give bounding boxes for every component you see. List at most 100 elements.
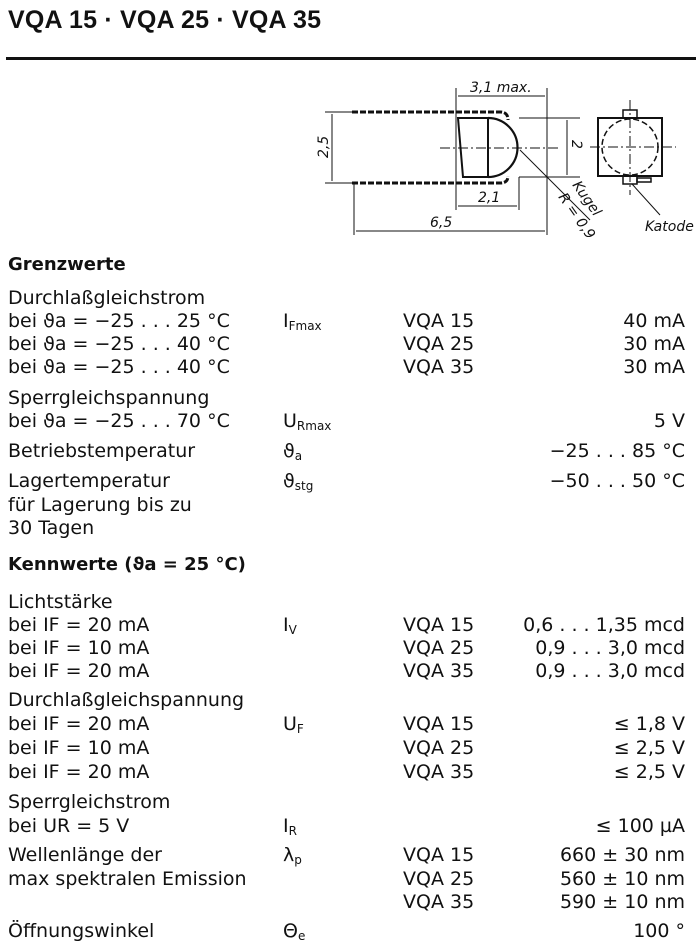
param-label: bei ϑa = −25 . . . 70 °C — [8, 410, 230, 432]
param-symbol-subscript: R — [288, 824, 297, 838]
spec-row: bei IF = 20 mA VQA 35 0,9 . . . 3,0 mcd — [0, 659, 700, 683]
param-value: 100 ° — [633, 920, 685, 942]
param-value: ≤ 100 µA — [595, 815, 685, 837]
spec-row: Sperrgleichspannung — [0, 386, 700, 410]
param-symbol-subscript: F — [296, 722, 304, 736]
param-value: −25 . . . 85 °C — [549, 440, 685, 462]
spec-row: bei ϑa = −25 . . . 40 °C VQA 25 30 mA — [0, 332, 700, 356]
dim-total: 6,5 — [430, 215, 452, 231]
spec-row: Durchlaßgleichstrom — [0, 286, 700, 310]
section-heading: Grenzwerte — [8, 254, 126, 275]
param-symbol-group: IFmax — [283, 309, 322, 338]
param-value: 660 ± 30 nm — [559, 844, 685, 866]
spec-row: Lichtstärke — [0, 590, 700, 614]
param-symbol-subscript: p — [294, 853, 302, 867]
param-symbol-subscript: e — [297, 929, 306, 943]
param-symbol: λ — [283, 844, 295, 866]
param-value: ≤ 1,8 V — [613, 713, 685, 735]
param-symbol: U — [283, 713, 297, 735]
device-type: VQA 25 — [403, 637, 475, 659]
param-label: Durchlaßgleichspannung — [8, 689, 245, 711]
param-symbol: I — [283, 614, 289, 636]
param-label: Durchlaßgleichstrom — [8, 287, 206, 309]
param-value: 5 V — [653, 410, 685, 432]
param-symbol-subscript: stg — [294, 479, 314, 493]
label-cathode: Katode — [645, 219, 694, 235]
param-label: Wellenlänge der — [8, 844, 162, 866]
spec-row: bei IF = 10 mA VQA 25 ≤ 2,5 V — [0, 736, 700, 760]
spec-row: für Lagerung bis zu — [0, 493, 700, 517]
param-label: Sperrgleichspannung — [8, 387, 210, 409]
param-label: Lagertemperatur — [8, 470, 170, 492]
title-rule — [6, 57, 696, 60]
param-value: −50 . . . 50 °C — [549, 470, 685, 492]
device-type: VQA 35 — [403, 356, 475, 378]
spec-row: bei IF = 20 mA VQA 35 ≤ 2,5 V — [0, 760, 700, 784]
param-label: bei ϑa = −25 . . . 25 °C — [8, 310, 230, 332]
spec-row: Wellenlänge der λp VQA 15 660 ± 30 nm — [0, 843, 700, 867]
param-symbol-group: λp — [283, 843, 302, 872]
param-label: bei ϑa = −25 . . . 40 °C — [8, 333, 230, 355]
param-symbol-subscript: Fmax — [288, 319, 322, 333]
spec-row: 30 Tagen — [0, 516, 700, 540]
spec-row: max spektralen Emission VQA 25 560 ± 10 nm — [0, 867, 700, 891]
param-symbol-group: IR — [283, 814, 297, 843]
device-type: VQA 25 — [403, 333, 475, 355]
param-value: 40 mA — [623, 310, 685, 332]
param-symbol-subscript: a — [294, 449, 303, 463]
dim-length-max: 3,1 max. — [470, 80, 532, 96]
device-type: VQA 35 — [403, 660, 475, 682]
param-label: bei IF = 10 mA — [8, 637, 150, 659]
param-value: 30 mA — [623, 333, 685, 355]
device-type: VQA 15 — [403, 310, 475, 332]
param-symbol: I — [283, 310, 289, 332]
param-label: bei UR = 5 V — [8, 815, 130, 837]
spec-row: bei ϑa = −25 . . . 25 °C IFmax VQA 15 40 mA — [0, 309, 700, 333]
param-label: Sperrgleichstrom — [8, 791, 171, 813]
section-heading: Kennwerte (ϑa = 25 °C) — [8, 554, 246, 575]
dim-height: 2,5 — [316, 136, 332, 158]
param-label: Betriebstemperatur — [8, 440, 196, 462]
package-drawing: 3,1 max. 2,5 2 2,1 6,5 Kugel R = 0,9 Kat… — [316, 80, 694, 242]
param-label: bei IF = 10 mA — [8, 737, 150, 759]
dim-lens: 2,1 — [478, 190, 500, 206]
param-symbol-group: IV — [283, 613, 297, 642]
spec-row: VQA 35 590 ± 10 nm — [0, 890, 700, 914]
param-symbol: U — [283, 410, 297, 432]
device-type: VQA 25 — [403, 868, 475, 890]
param-label: max spektralen Emission — [8, 868, 247, 890]
param-symbol: ϑ — [283, 470, 295, 492]
param-label: 30 Tagen — [8, 517, 95, 539]
param-label: bei IF = 20 mA — [8, 761, 150, 783]
param-symbol-group: ϑa — [283, 439, 302, 468]
spec-row: bei UR = 5 V IR ≤ 100 µA — [0, 814, 700, 838]
spec-row: Lagertemperatur ϑstg −50 . . . 50 °C — [0, 469, 700, 493]
param-symbol-subscript: Rmax — [296, 419, 332, 433]
device-type: VQA 15 — [403, 614, 475, 636]
param-label: bei IF = 20 mA — [8, 713, 150, 735]
device-type: VQA 35 — [403, 891, 475, 913]
param-value: ≤ 2,5 V — [613, 737, 685, 759]
param-value: ≤ 2,5 V — [613, 761, 685, 783]
param-symbol: Θ — [283, 920, 298, 942]
param-value: 0,9 . . . 3,0 mcd — [535, 660, 685, 682]
device-type: VQA 25 — [403, 737, 475, 759]
spec-row: bei ϑa = −25 . . . 70 °C URmax 5 V — [0, 409, 700, 433]
param-label: Lichtstärke — [8, 591, 113, 613]
page-title: VQA 15 · VQA 25 · VQA 35 — [8, 6, 322, 34]
spec-row: Öffnungswinkel Θe 100 ° — [0, 919, 700, 943]
param-label: Öffnungswinkel — [8, 920, 155, 942]
spec-row: bei IF = 20 mA UF VQA 15 ≤ 1,8 V — [0, 712, 700, 736]
param-label: für Lagerung bis zu — [8, 494, 192, 516]
param-label: bei ϑa = −25 . . . 40 °C — [8, 356, 230, 378]
device-type: VQA 15 — [403, 713, 475, 735]
param-value: 0,6 . . . 1,35 mcd — [523, 614, 685, 636]
section-heading-row: Grenzwerte — [0, 253, 700, 277]
param-label: bei IF = 20 mA — [8, 660, 150, 682]
param-value: 560 ± 10 nm — [559, 868, 685, 890]
spec-row: Durchlaßgleichspannung — [0, 688, 700, 712]
param-value: 0,9 . . . 3,0 mcd — [535, 637, 685, 659]
param-value: 590 ± 10 nm — [559, 891, 685, 913]
param-symbol: I — [283, 815, 289, 837]
dim-body: 2 — [568, 140, 584, 149]
